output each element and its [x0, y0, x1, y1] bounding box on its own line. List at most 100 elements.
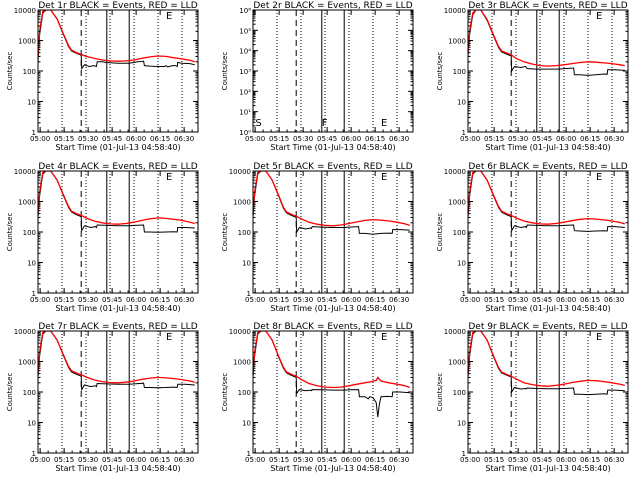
x-axis-label: Start Time (01-Jul-13 04:58:40)	[55, 143, 180, 152]
chart-panel-3: Det 3r BLACK = Events, RED = LLD 1 10 100 10…	[436, 1, 629, 152]
x-tick-label: 06:00	[126, 456, 146, 464]
y-axis-label: Counts/sec	[436, 373, 444, 412]
y-tick-label: 100	[453, 389, 466, 397]
y-tick-label: 100	[238, 229, 251, 237]
time-marker-e: E	[596, 332, 602, 343]
chart-panel-9: Det 9r BLACK = Events, RED = LLD 1 10 100 10…	[436, 322, 629, 473]
chart-panel-8: Det 8r BLACK = Events, RED = LLD 1 10 100 10…	[221, 322, 414, 473]
x-tick-label: 06:30	[389, 296, 409, 304]
y-tick-label: 10000	[14, 328, 36, 336]
x-tick-label: 05:45	[102, 456, 122, 464]
x-tick-label: 05:15	[269, 456, 289, 464]
x-tick-label: 06:15	[365, 296, 385, 304]
panel-title: Det 2r BLACK = Events, RED = LLD	[253, 1, 412, 11]
x-axis-label: Start Time (01-Jul-13 04:58:40)	[270, 143, 395, 152]
y-tick-label: 10	[27, 420, 36, 428]
x-tick-label: 05:45	[317, 296, 337, 304]
x-tick-label: 05:15	[484, 456, 504, 464]
y-tick-label: 10000	[444, 168, 466, 176]
x-tick-label: 06:30	[389, 135, 409, 143]
y-tick-label: 10¹	[239, 109, 251, 117]
x-tick-label: 05:15	[54, 135, 74, 143]
y-tick-label: 1000	[448, 359, 466, 367]
x-tick-label: 05:15	[484, 135, 504, 143]
time-marker-e: E	[381, 118, 387, 129]
x-tick-label: 05:30	[78, 135, 98, 143]
x-tick-label: 05:00	[245, 296, 265, 304]
series-line-lld	[468, 171, 625, 225]
x-axis-label: Start Time (01-Jul-13 04:58:40)	[55, 304, 180, 313]
x-tick-label: 06:30	[174, 135, 194, 143]
series-line-lld	[38, 171, 195, 225]
x-tick-label: 05:30	[78, 296, 98, 304]
chart-panel-7: Det 7r BLACK = Events, RED = LLD 1 10 100 10…	[6, 322, 199, 473]
panel-title: Det 8r BLACK = Events, RED = LLD	[253, 322, 412, 332]
series-line-lld	[38, 10, 195, 63]
x-axis-label: Start Time (01-Jul-13 04:58:40)	[55, 464, 180, 473]
panel-title: Det 9r BLACK = Events, RED = LLD	[468, 322, 627, 332]
time-marker-e: E	[166, 11, 172, 22]
x-tick-label: 06:00	[341, 135, 361, 143]
y-axis-label: Counts/sec	[6, 52, 14, 91]
x-tick-label: 05:45	[102, 135, 122, 143]
x-tick-label: 06:30	[604, 296, 624, 304]
panel-title: Det 3r BLACK = Events, RED = LLD	[468, 1, 627, 11]
y-tick-label: 1	[462, 290, 466, 298]
x-tick-label: 06:15	[365, 135, 385, 143]
y-axis-label: Counts/sec	[6, 213, 14, 252]
y-tick-label: 100	[23, 389, 36, 397]
time-marker-e: E	[596, 172, 602, 183]
x-tick-label: 05:15	[484, 296, 504, 304]
x-tick-label: 06:15	[365, 456, 385, 464]
y-tick-label: 10000	[444, 7, 466, 15]
time-marker-e: E	[166, 332, 172, 343]
y-axis-label: Counts/sec	[6, 373, 14, 412]
time-marker-e: E	[596, 11, 602, 22]
x-tick-label: 05:30	[508, 456, 528, 464]
y-axis-label: Counts/sec	[221, 373, 229, 412]
y-tick-label: 1000	[448, 199, 466, 207]
y-tick-label: 10	[457, 99, 466, 107]
y-axis-label: Counts/sec	[436, 52, 444, 91]
y-axis-label: Counts/sec	[221, 52, 229, 91]
x-axis-label: Start Time (01-Jul-13 04:58:40)	[485, 464, 610, 473]
x-axis-label: Start Time (01-Jul-13 04:58:40)	[270, 304, 395, 313]
y-tick-label: 10³	[239, 68, 251, 76]
x-axis-label: Start Time (01-Jul-13 04:58:40)	[485, 304, 610, 313]
y-tick-label: 10	[457, 260, 466, 268]
y-tick-label: 1	[247, 450, 251, 458]
x-tick-label: 05:45	[532, 135, 552, 143]
y-tick-label: 10000	[444, 328, 466, 336]
x-tick-label: 05:30	[293, 456, 313, 464]
x-tick-label: 05:15	[54, 296, 74, 304]
x-tick-label: 05:45	[317, 456, 337, 464]
y-tick-label: 10	[242, 260, 251, 268]
y-tick-label: 10⁶	[239, 7, 251, 15]
y-tick-label: 10000	[14, 168, 36, 176]
x-tick-label: 05:15	[54, 456, 74, 464]
y-tick-label: 10²	[239, 88, 251, 96]
series-line-lld	[38, 331, 195, 384]
x-tick-label: 06:00	[556, 456, 576, 464]
x-tick-label: 06:15	[150, 296, 170, 304]
x-tick-label: 06:00	[556, 135, 576, 143]
y-tick-label: 100	[23, 229, 36, 237]
y-tick-label: 1	[247, 290, 251, 298]
y-tick-label: 100	[238, 389, 251, 397]
y-tick-label: 1	[32, 129, 36, 137]
y-tick-label: 10⁰	[239, 129, 251, 137]
panel-title: Det 5r BLACK = Events, RED = LLD	[253, 162, 412, 172]
y-axis-label: Counts/sec	[221, 213, 229, 252]
y-tick-label: 1	[462, 129, 466, 137]
x-tick-label: 05:00	[245, 135, 265, 143]
x-tick-label: 05:00	[245, 456, 265, 464]
x-tick-label: 06:30	[389, 456, 409, 464]
y-tick-label: 100	[23, 68, 36, 76]
x-tick-label: 06:15	[580, 296, 600, 304]
panel-title: Det 4r BLACK = Events, RED = LLD	[38, 162, 197, 172]
x-tick-label: 06:30	[604, 456, 624, 464]
series-line-lld	[253, 171, 410, 227]
y-tick-label: 10⁵	[239, 27, 251, 35]
x-tick-label: 06:30	[174, 296, 194, 304]
